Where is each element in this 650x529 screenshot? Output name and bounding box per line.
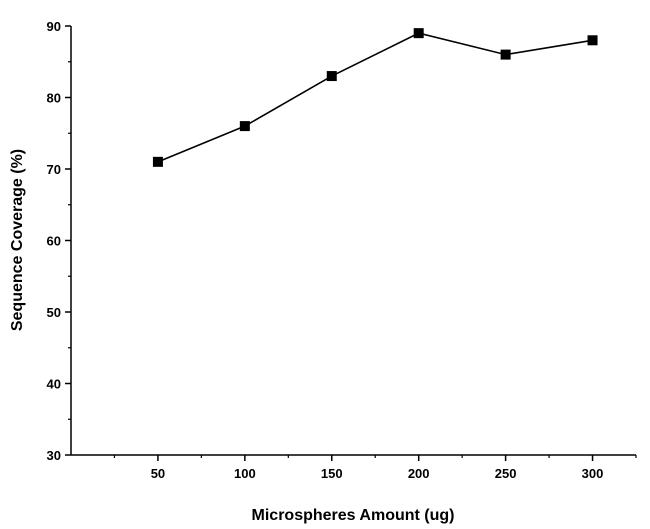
data-point-marker: [500, 49, 511, 60]
x-tick-label: 50: [151, 466, 165, 481]
y-tick-label: 30: [47, 448, 61, 463]
data-point-marker: [239, 121, 250, 132]
y-tick-label: 60: [47, 234, 61, 249]
y-tick-label: 80: [47, 91, 61, 106]
series-group: [152, 28, 598, 167]
data-point-marker: [152, 156, 163, 167]
series-line: [157, 32, 593, 163]
data-point-marker: [413, 28, 424, 39]
data-point-marker: [326, 71, 337, 82]
axes: [70, 26, 636, 456]
data-point-marker: [587, 35, 598, 46]
y-tick-label: 90: [47, 19, 61, 34]
y-tick-label: 50: [47, 305, 61, 320]
y-axis-title: Sequence Coverage (%): [9, 149, 26, 331]
x-tick-label: 300: [582, 466, 604, 481]
x-tick-label: 100: [234, 466, 256, 481]
x-tick-label: 200: [408, 466, 430, 481]
x-ticks: 50 100 150 200 250 300: [113, 455, 637, 481]
x-tick-label: 150: [321, 466, 343, 481]
y-ticks: 30 40 50 60 70 80 90: [47, 19, 71, 463]
x-axis-title: Microspheres Amount (ug): [252, 507, 455, 524]
y-tick-label: 70: [47, 162, 61, 177]
y-tick-label: 40: [47, 377, 61, 392]
x-tick-label: 250: [495, 466, 517, 481]
